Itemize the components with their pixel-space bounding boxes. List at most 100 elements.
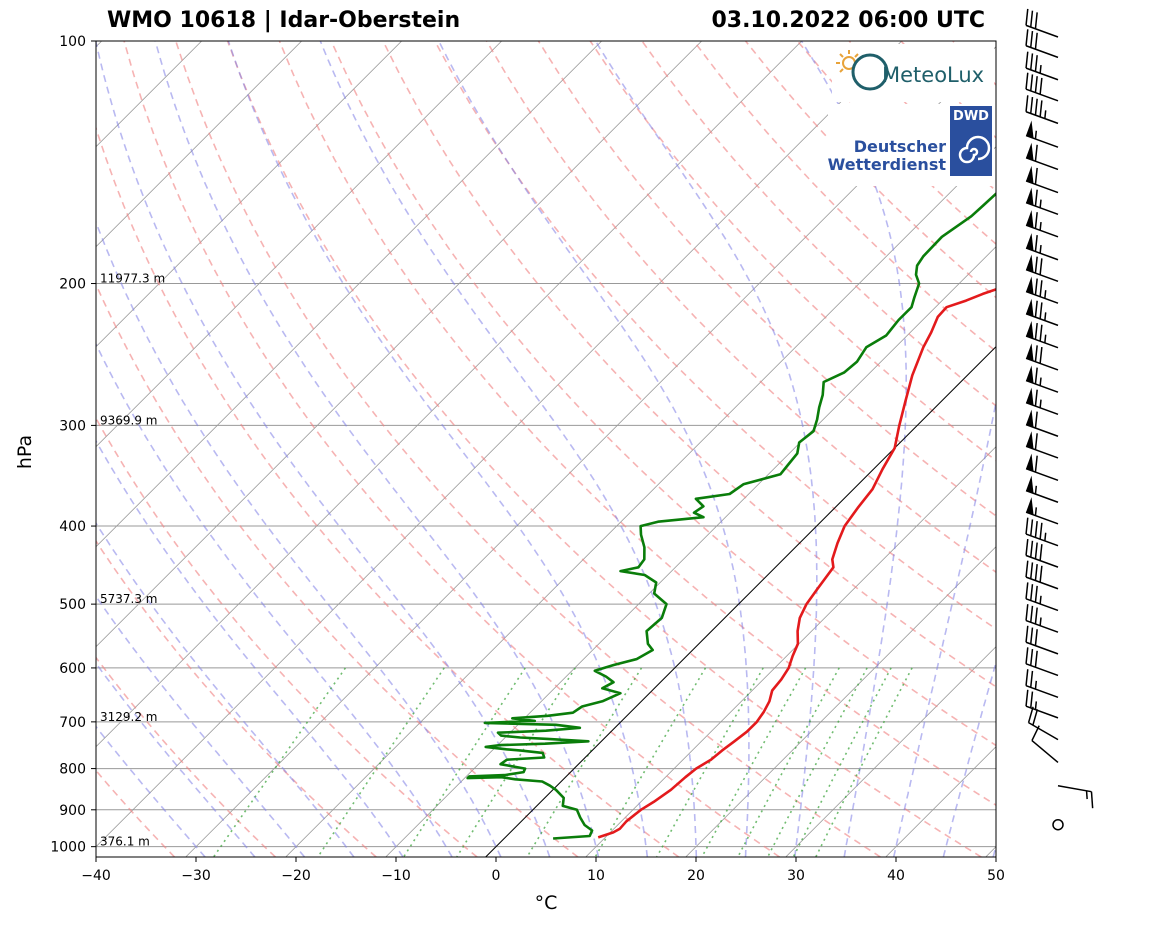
barb-staff bbox=[1025, 379, 1059, 393]
dry-adiabat bbox=[226, 41, 982, 857]
x-axis-title: °C bbox=[535, 892, 558, 914]
wind-barb bbox=[1025, 409, 1059, 437]
wind-barb bbox=[1027, 706, 1059, 741]
dry-adiabat bbox=[96, 539, 377, 857]
barb-full bbox=[1025, 517, 1029, 535]
moist-adiabat bbox=[594, 41, 818, 857]
dwd-badge-text: DWD bbox=[953, 109, 989, 124]
barb-full bbox=[1025, 95, 1029, 112]
dwd-line2: Wetterdienst bbox=[828, 155, 947, 174]
meteolux-logo: MeteoLux bbox=[832, 44, 994, 102]
barb-half bbox=[1039, 64, 1042, 74]
barb-pennant bbox=[1026, 233, 1034, 251]
moist-adiabat bbox=[154, 41, 600, 857]
y-tick-label: 500 bbox=[59, 597, 86, 613]
x-tick-label: 0 bbox=[492, 868, 501, 884]
wind-barbs bbox=[1025, 8, 1094, 831]
barb-full bbox=[1030, 10, 1034, 28]
barb-full bbox=[1030, 584, 1034, 601]
wind-barb bbox=[1025, 475, 1059, 503]
barb-pennant bbox=[1026, 298, 1034, 317]
barb-full bbox=[1034, 629, 1038, 646]
barb-pennant bbox=[1026, 453, 1034, 472]
zero-isotherm bbox=[485, 345, 996, 857]
wind-barb bbox=[1025, 517, 1059, 547]
barb-half bbox=[1085, 790, 1088, 800]
moist-adiabat bbox=[438, 41, 750, 857]
height-label: 376.1 m bbox=[100, 835, 150, 849]
isotherm-line bbox=[785, 646, 996, 857]
barb-staff bbox=[1025, 290, 1059, 304]
mixing-ratio-line bbox=[402, 667, 526, 857]
barb-full bbox=[1034, 235, 1038, 252]
barb-staff bbox=[1025, 24, 1059, 38]
barb-staff bbox=[1031, 739, 1059, 763]
barb-full bbox=[1034, 256, 1038, 274]
barb-staff bbox=[1025, 111, 1059, 125]
barb-full bbox=[1034, 167, 1038, 185]
mixing-ratio-line bbox=[737, 667, 840, 857]
barb-full bbox=[1030, 30, 1034, 48]
barb-half bbox=[1034, 485, 1038, 495]
barb-half bbox=[1044, 334, 1047, 343]
dry-adiabat bbox=[537, 41, 996, 517]
barb-half bbox=[1034, 701, 1038, 710]
wind-barb bbox=[1025, 539, 1059, 568]
barb-staff bbox=[1028, 722, 1059, 741]
barb-full bbox=[1034, 345, 1038, 362]
barb-full bbox=[1039, 280, 1043, 297]
moist-adiabat bbox=[992, 843, 996, 857]
isotherm-line bbox=[96, 41, 502, 448]
moist-adiabat bbox=[96, 521, 355, 857]
barb-full bbox=[1030, 519, 1034, 536]
x-tick-label: 20 bbox=[687, 868, 705, 884]
barb-pennant bbox=[1026, 387, 1034, 406]
barb-staff bbox=[1025, 88, 1059, 102]
isotherm-line bbox=[96, 41, 702, 648]
dry-adiabat bbox=[1005, 41, 1160, 857]
wind-barb bbox=[1025, 254, 1059, 282]
moist-adiabat bbox=[96, 662, 256, 857]
wind-barb bbox=[1025, 497, 1059, 525]
barb-pennant bbox=[1026, 210, 1034, 228]
y-tick-label: 100 bbox=[59, 34, 86, 50]
barb-full bbox=[1025, 560, 1029, 578]
meteolux-wordmark: MeteoLux bbox=[882, 63, 984, 87]
barb-pennant bbox=[1026, 497, 1034, 515]
barb-pennant bbox=[1026, 475, 1034, 494]
barb-pennant bbox=[1026, 365, 1034, 384]
barb-full bbox=[1025, 689, 1029, 707]
y-tick-label: 1000 bbox=[50, 840, 86, 856]
barb-full bbox=[1025, 625, 1029, 643]
barb-full bbox=[1030, 562, 1034, 579]
wind-barb bbox=[1025, 625, 1059, 655]
isotherm-line bbox=[0, 41, 2, 857]
isotherm-line bbox=[96, 41, 402, 348]
isotherm-line bbox=[685, 546, 996, 857]
barb-full bbox=[1031, 725, 1040, 741]
isotherm-line bbox=[96, 41, 602, 548]
barb-full bbox=[1034, 411, 1038, 429]
wind-barb bbox=[1025, 210, 1059, 238]
barb-full bbox=[1034, 322, 1038, 340]
barb-half bbox=[1034, 680, 1038, 690]
moist-adiabat bbox=[96, 439, 404, 857]
barb-full bbox=[1039, 324, 1043, 342]
barb-staff bbox=[1025, 533, 1059, 547]
x-tick-label: 50 bbox=[987, 868, 1005, 884]
isotherm-line bbox=[96, 41, 802, 748]
wind-barb bbox=[1025, 689, 1059, 719]
barb-staff bbox=[1025, 45, 1059, 59]
barb-full bbox=[1039, 302, 1043, 319]
moist-adiabat bbox=[800, 41, 908, 857]
barb-pennant bbox=[1026, 276, 1034, 295]
barb-staff bbox=[1025, 641, 1059, 655]
barb-full bbox=[1034, 189, 1038, 207]
wind-barb bbox=[1025, 187, 1059, 216]
wind-barb bbox=[1025, 321, 1059, 349]
profiles bbox=[466, 191, 996, 840]
height-labels: 11977.3 m 9369.9 m 5737.3 m 3129.2 m 376.1 m bbox=[100, 272, 165, 849]
height-label: 5737.3 m bbox=[100, 592, 158, 606]
x-tick-label: 30 bbox=[787, 868, 805, 884]
y-tick-label: 200 bbox=[59, 277, 86, 293]
